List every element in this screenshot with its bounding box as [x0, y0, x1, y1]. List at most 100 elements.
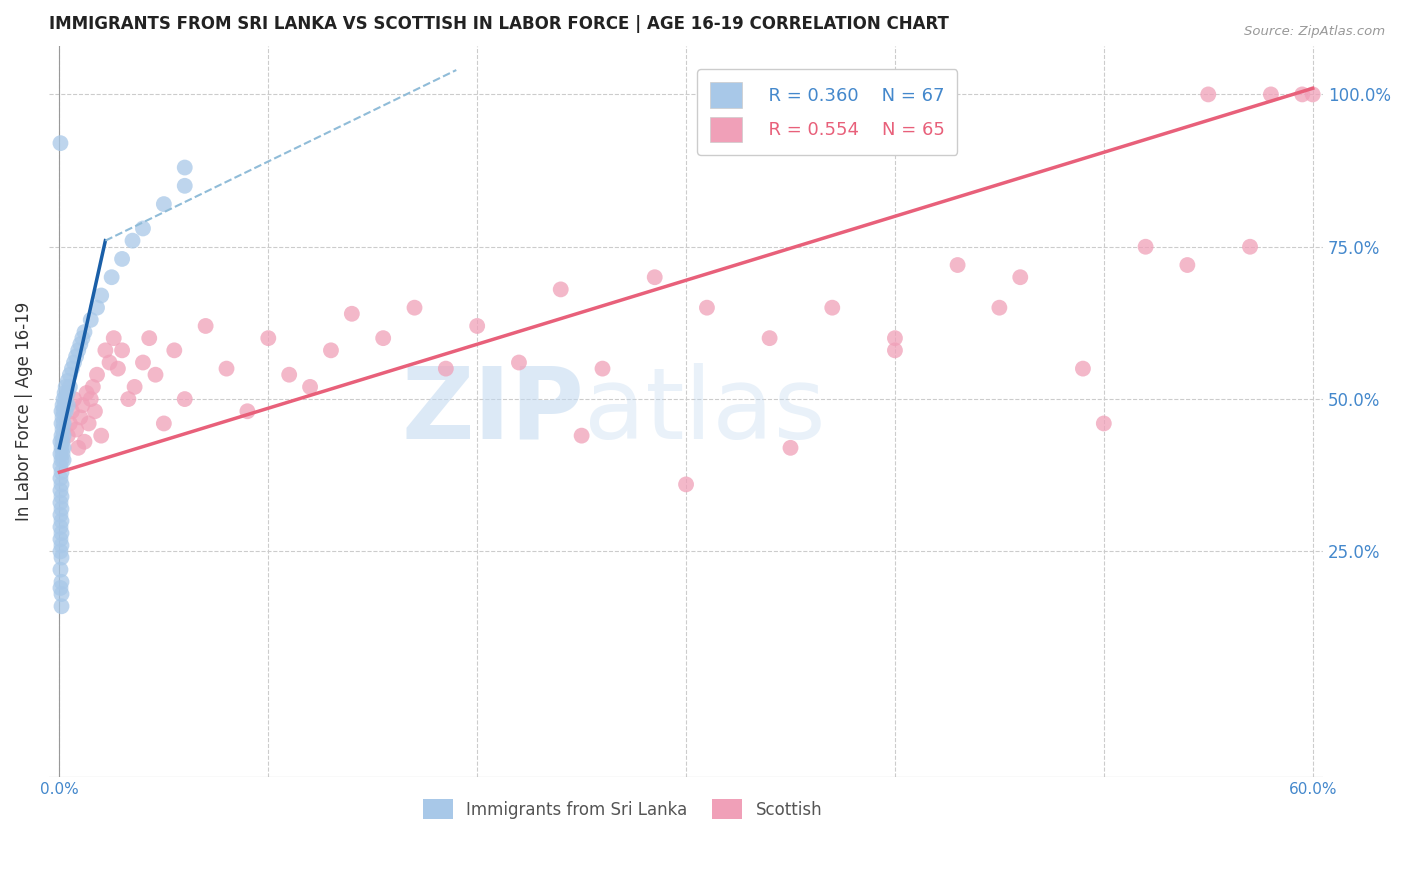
Point [173, 392, 195, 406]
Point [173, 178, 195, 193]
Point [72, 331, 94, 345]
Point [59, 380, 82, 394]
Point [1260, 87, 1282, 102]
Point [56, 386, 79, 401]
Point [779, 441, 801, 455]
Point [51, 465, 73, 479]
Point [51, 514, 73, 528]
Point [884, 331, 907, 345]
Point [340, 307, 363, 321]
Point [63, 392, 86, 406]
Point [51, 434, 73, 449]
Point [49, 508, 72, 522]
Point [215, 361, 238, 376]
Point [132, 221, 155, 235]
Text: ZIP: ZIP [401, 363, 583, 459]
Point [51, 587, 73, 601]
Point [111, 343, 134, 358]
Point [1135, 240, 1157, 254]
Point [821, 301, 844, 315]
Point [90, 288, 112, 302]
Point [1071, 361, 1094, 376]
Point [65, 423, 87, 437]
Point [51, 441, 73, 455]
Point [60, 404, 83, 418]
Point [51, 428, 73, 442]
Point [465, 318, 488, 333]
Point [52, 392, 75, 406]
Point [80, 392, 103, 406]
Point [1291, 87, 1313, 102]
Point [592, 361, 614, 376]
Point [49, 544, 72, 558]
Point [82, 380, 104, 394]
Point [77, 417, 100, 431]
Point [988, 301, 1011, 315]
Point [49, 496, 72, 510]
Point [145, 368, 167, 382]
Point [65, 350, 87, 364]
Point [49, 136, 72, 150]
Point [63, 355, 86, 369]
Point [55, 392, 77, 406]
Point [49, 483, 72, 498]
Point [111, 252, 134, 266]
Point [373, 331, 395, 345]
Point [49, 447, 72, 461]
Text: IMMIGRANTS FROM SRI LANKA VS SCOTTISH IN LABOR FORCE | AGE 16-19 CORRELATION CHA: IMMIGRANTS FROM SRI LANKA VS SCOTTISH IN… [49, 15, 949, 33]
Point [51, 453, 73, 467]
Point [404, 301, 426, 315]
Point [69, 410, 91, 425]
Point [571, 428, 593, 442]
Point [52, 404, 75, 418]
Point [59, 417, 82, 431]
Point [51, 526, 73, 541]
Point [153, 197, 176, 211]
Point [319, 343, 342, 358]
Point [107, 361, 129, 376]
Point [60, 361, 83, 376]
Point [138, 331, 160, 345]
Point [52, 441, 75, 455]
Point [56, 398, 79, 412]
Point [72, 398, 94, 412]
Point [73, 325, 96, 339]
Point [55, 380, 77, 394]
Point [51, 417, 73, 431]
Point [257, 331, 280, 345]
Point [76, 386, 98, 401]
Point [51, 404, 73, 418]
Point [51, 410, 73, 425]
Point [49, 459, 72, 474]
Point [550, 282, 572, 296]
Point [117, 392, 139, 406]
Point [55, 404, 77, 418]
Point [1302, 87, 1324, 102]
Point [508, 355, 530, 369]
Point [86, 368, 108, 382]
Text: Source: ZipAtlas.com: Source: ZipAtlas.com [1244, 25, 1385, 38]
Point [49, 471, 72, 485]
Point [278, 368, 301, 382]
Point [49, 533, 72, 547]
Point [53, 398, 76, 412]
Text: atlas: atlas [583, 363, 825, 459]
Point [73, 434, 96, 449]
Point [51, 538, 73, 552]
Point [696, 301, 718, 315]
Point [1197, 87, 1219, 102]
Point [56, 428, 79, 442]
Point [90, 428, 112, 442]
Point [236, 404, 259, 418]
Point [52, 453, 75, 467]
Point [51, 550, 73, 565]
Point [52, 428, 75, 442]
Point [53, 386, 76, 401]
Point [51, 501, 73, 516]
Point [51, 574, 73, 589]
Point [163, 343, 186, 358]
Point [49, 434, 72, 449]
Point [173, 161, 195, 175]
Point [59, 368, 82, 382]
Point [100, 270, 122, 285]
